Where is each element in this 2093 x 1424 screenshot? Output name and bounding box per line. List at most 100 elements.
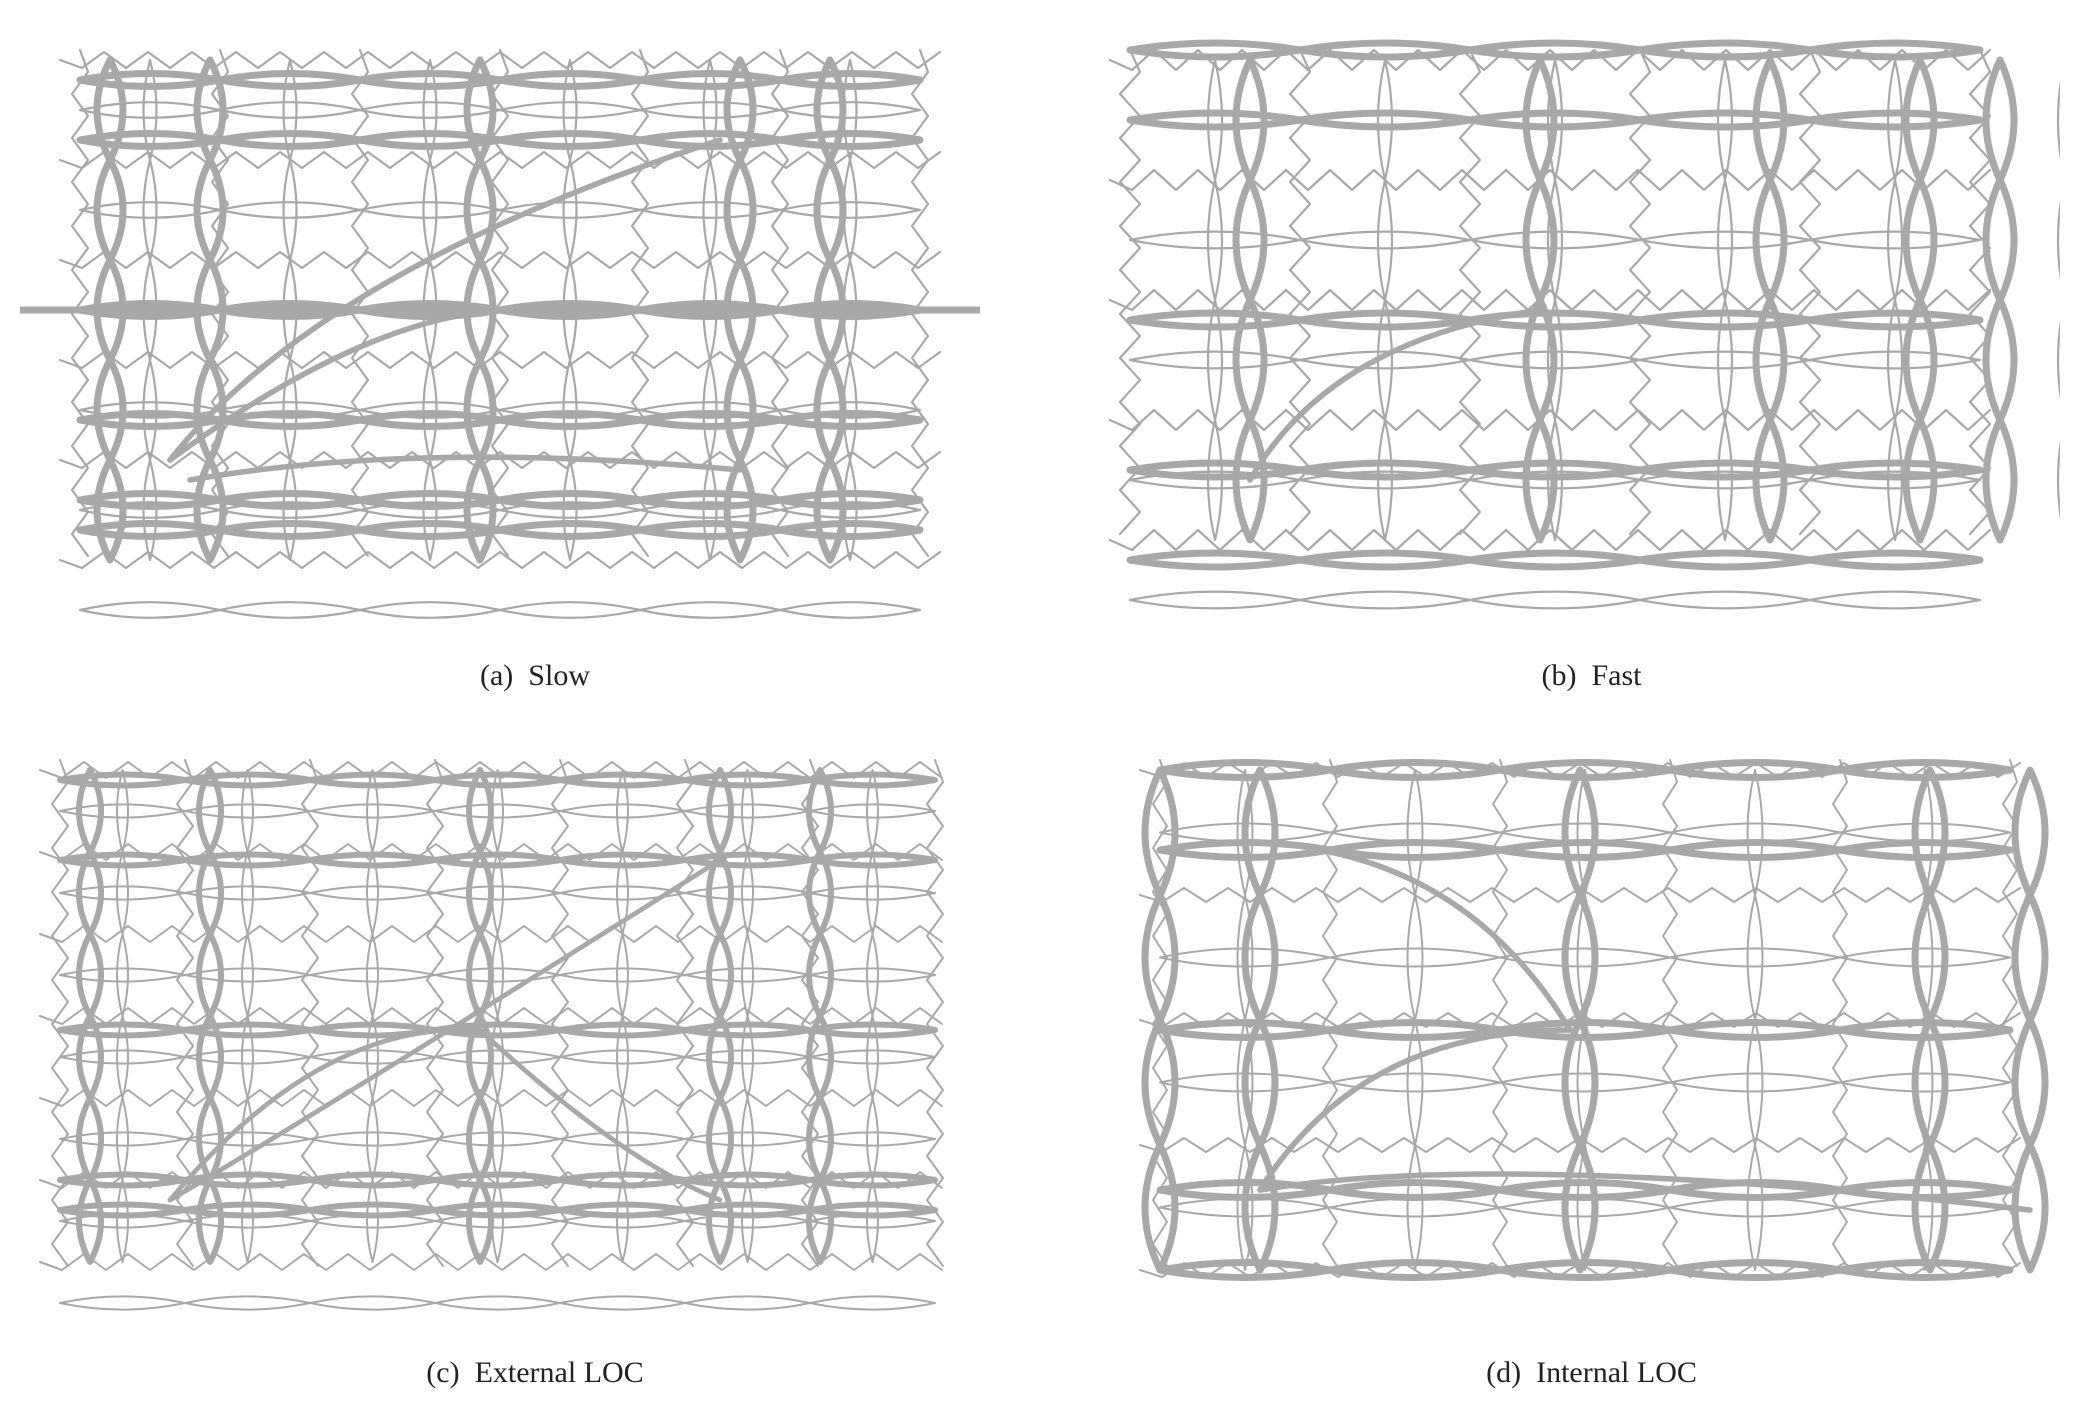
graph-edge-lens bbox=[498, 101, 642, 119]
graph-edge-thick bbox=[1561, 1141, 1599, 1274]
graph-edge-thick bbox=[682, 1201, 813, 1219]
graph-edge-thick bbox=[776, 490, 924, 510]
graph-edge-lens bbox=[1128, 590, 1302, 610]
graph-edge-thick bbox=[1806, 459, 1984, 481]
graph-edge-lens bbox=[1206, 418, 1224, 542]
graph-edge-hub bbox=[477, 1027, 723, 1203]
graph-edge-lens bbox=[116, 1097, 129, 1181]
graph-edge-lens bbox=[309, 1131, 436, 1147]
graph-edge-thick bbox=[1466, 549, 1644, 571]
graph-edge-lens bbox=[434, 1295, 561, 1311]
graph-edge-lens bbox=[866, 1179, 879, 1263]
graph-edge-thick bbox=[776, 410, 924, 430]
graph-edge-thick bbox=[57, 851, 188, 869]
graph-edge-lens bbox=[809, 803, 936, 819]
graph-edge-lens bbox=[241, 1015, 254, 1099]
graph-edge-lens bbox=[1376, 418, 1394, 542]
panel-d: (d) Internal LOC bbox=[1060, 700, 2093, 1389]
graph-edge-lens bbox=[184, 803, 311, 819]
graph-edge-thick bbox=[1911, 1141, 1949, 1274]
graph-edge-thick bbox=[557, 1021, 688, 1039]
graph-edge-lens bbox=[358, 601, 502, 619]
graph-edge-lens bbox=[2056, 200, 2060, 280]
graph-edge-hub bbox=[167, 1027, 483, 1203]
graph-edge-thick bbox=[1982, 176, 2018, 304]
graph-edge-thick bbox=[776, 70, 924, 90]
graph-edge-hub bbox=[167, 137, 723, 463]
graph-edge-lens bbox=[684, 885, 811, 901]
graph-edge-lens bbox=[366, 1015, 379, 1099]
graph-edge-thick bbox=[1982, 296, 2018, 424]
graph-edge-thick bbox=[432, 771, 563, 789]
graph-edge-lens bbox=[1716, 58, 1734, 182]
graph-edge-lens bbox=[809, 1049, 936, 1065]
graph-edge-lens bbox=[2056, 80, 2060, 160]
graph-edge-lens bbox=[866, 1097, 879, 1181]
graph-edge-thick bbox=[1126, 109, 1304, 131]
graph-edge-lens bbox=[366, 1097, 379, 1181]
graph-edge-thick bbox=[1241, 891, 1279, 1024]
graph-edge-thick bbox=[356, 490, 504, 510]
graph-edge-thin bbox=[1832, 759, 1848, 1267]
graph-edge-thick bbox=[636, 490, 784, 510]
graph-edge-thick bbox=[1982, 416, 2018, 544]
graph-edge-thick bbox=[1666, 1019, 1844, 1041]
graph-edge-lens bbox=[498, 601, 642, 619]
graph-edge-thick bbox=[1126, 459, 1304, 481]
graph-edge-lens bbox=[2056, 320, 2060, 400]
graph-edge-thick bbox=[813, 156, 847, 264]
graph-edge-lens bbox=[241, 769, 254, 853]
graph-edge-lens bbox=[809, 1295, 936, 1311]
graph-edge-thick bbox=[76, 1095, 104, 1183]
graph-edge-thick bbox=[307, 771, 438, 789]
graph-edge-lens bbox=[638, 201, 782, 219]
graph-edge-thick bbox=[706, 1177, 734, 1265]
graph-edge-thick bbox=[182, 1201, 313, 1219]
graph-edge-thick bbox=[1126, 549, 1304, 571]
graph-edge-lens bbox=[638, 601, 782, 619]
graph-edge-lens bbox=[309, 885, 436, 901]
panel-c: (c) External LOC bbox=[0, 700, 1040, 1389]
graph-edge-thick bbox=[1232, 56, 1268, 184]
graph-edge-thick bbox=[196, 1095, 224, 1183]
graph-edge-thick bbox=[1752, 56, 1788, 184]
graph-edge-thin bbox=[910, 48, 930, 558]
panel-d-graph bbox=[1139, 759, 2049, 1281]
panel-c-title: External LOC bbox=[474, 1356, 644, 1389]
graph-edge-hub bbox=[167, 857, 723, 1203]
graph-edge-lens bbox=[366, 1179, 379, 1263]
graph-edge-lens bbox=[1206, 58, 1224, 182]
graph-edge-thin bbox=[1108, 528, 1992, 552]
graph-edge-lens bbox=[241, 1179, 254, 1263]
graph-edge-lens bbox=[184, 967, 311, 983]
graph-edge-thick bbox=[432, 851, 563, 869]
graph-edge-hub bbox=[1257, 1171, 2033, 1213]
graph-edge-thin bbox=[350, 48, 370, 558]
graph-edge-lens bbox=[366, 933, 379, 1017]
graph-edge-lens bbox=[184, 1049, 311, 1065]
graph-edge-lens bbox=[778, 201, 922, 219]
graph-edge-lens bbox=[1886, 298, 1904, 422]
graph-edge-lens bbox=[1886, 178, 1904, 302]
graph-edge-thick bbox=[806, 1177, 834, 1265]
graph-edge-lens bbox=[741, 933, 754, 1017]
graph-edge-lens bbox=[116, 1015, 129, 1099]
graph-edge-lens bbox=[702, 158, 718, 262]
graph-edge-lens bbox=[366, 769, 379, 853]
graph-edge-thick bbox=[807, 1021, 938, 1039]
panel-b-title: Fast bbox=[1591, 659, 1642, 692]
graph-edge-thick bbox=[1141, 1141, 1179, 1274]
graph-edge-thick bbox=[1296, 39, 1474, 61]
panel-d-caption: (d) Internal LOC bbox=[1060, 1322, 2093, 1424]
graph-edge-thick bbox=[1522, 56, 1558, 184]
graph-edge-lens bbox=[1808, 590, 1982, 610]
graph-edge-lens bbox=[562, 158, 578, 262]
graph-edge-thick bbox=[463, 456, 497, 564]
graph-edge-lens bbox=[1406, 894, 1424, 1021]
graph-edge-thick bbox=[496, 490, 644, 510]
graph-edge-hub bbox=[1247, 307, 1543, 483]
graph-edge-thick bbox=[723, 156, 757, 264]
graph-edge-thick bbox=[1806, 549, 1984, 571]
graph-edge-lens bbox=[358, 201, 502, 219]
graph-edge-thick bbox=[76, 1177, 104, 1265]
